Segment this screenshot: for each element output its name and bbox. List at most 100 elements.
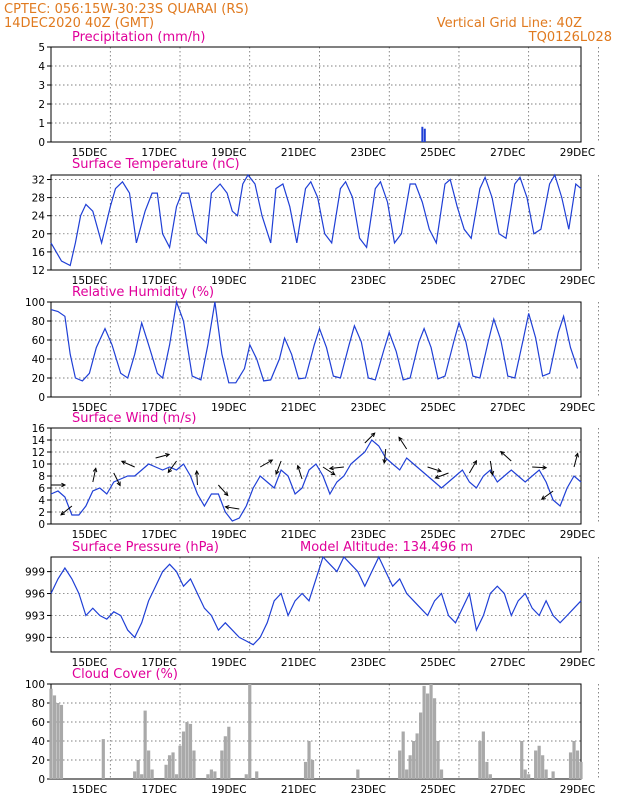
x-tick-label: 15DEC — [72, 784, 107, 796]
x-tick-label: 21DEC — [281, 402, 316, 414]
x-tick-label: 17DEC — [141, 784, 176, 796]
x-tick-label: 19DEC — [211, 275, 246, 287]
cloud-cover-bar — [209, 769, 213, 779]
panel-frame — [50, 301, 582, 398]
wind-arrow-head — [436, 468, 442, 473]
wind-arrow-head — [472, 459, 477, 465]
cloud-cover-bar — [485, 761, 489, 779]
y-tick-label: 10 — [32, 459, 45, 471]
x-tick-label: 17DEC — [141, 275, 176, 287]
wind-arrow-head — [167, 468, 173, 474]
wind-arrow — [225, 506, 240, 510]
cloud-cover-bar — [133, 771, 137, 779]
y-tick-label: 996 — [25, 589, 45, 601]
y-tick-label: 20 — [32, 373, 45, 385]
wind-arrow-head — [194, 469, 200, 475]
wind-arrow — [167, 460, 177, 473]
y-tick-label: 4 — [38, 61, 45, 73]
cloud-cover-bar — [192, 750, 196, 779]
x-tick-label: 15DEC — [72, 147, 107, 159]
x-tick-label: 25DEC — [420, 147, 455, 159]
cloud-cover-bar — [398, 750, 402, 779]
x-tick-label: 17DEC — [141, 529, 176, 541]
cloud-cover-bar — [140, 774, 144, 779]
wind-arrow — [92, 468, 97, 483]
cloud-cover-bar — [425, 693, 430, 779]
cloud-cover-bar — [244, 774, 248, 779]
humidity-title: Relative Humidity (%) — [72, 285, 214, 300]
wind-panel: 15DEC 17DEC 19DEC 21DEC 23DEC 25DEC 27DEC 29DEC… — [32, 423, 599, 541]
cloud-cover-bar — [579, 761, 583, 779]
wind-arrow — [398, 436, 408, 450]
y-tick-label: 5 — [38, 42, 45, 54]
y-tick-label: 100 — [25, 297, 45, 309]
y-tick-label: 0 — [38, 137, 45, 149]
y-tick-label: 2 — [38, 99, 45, 111]
cloud-cover-bar — [206, 774, 210, 779]
cloud-cover-bar — [488, 774, 492, 779]
wind-arrow-head — [434, 474, 440, 479]
panel-frame — [50, 683, 582, 780]
cloud-cover-title: Cloud Cover (%) — [72, 667, 178, 682]
wind-arrow-head — [328, 465, 334, 471]
wind-arrow — [60, 505, 73, 516]
cloud-cover-bar — [408, 755, 412, 779]
y-tick-label: 3 — [38, 80, 45, 92]
x-tick-label: 23DEC — [351, 275, 386, 287]
y-tick-label: 40 — [32, 736, 45, 748]
x-tick-label: 19DEC — [211, 147, 246, 159]
x-tick-label: 25DEC — [420, 784, 455, 796]
y-tick-label: 12 — [32, 447, 45, 459]
precipitation-bar — [421, 126, 424, 142]
cloud-cover-bar — [167, 755, 172, 779]
pressure-panel: 15DEC 17DEC 19DEC 21DEC 23DEC 25DEC 27DEC 29DEC… — [25, 555, 599, 669]
x-tick-label: 19DEC — [211, 529, 246, 541]
cloud-cover-bar — [356, 769, 360, 779]
x-tick-label: 21DEC — [281, 147, 316, 159]
y-tick-label: 4 — [38, 495, 45, 507]
cloud-cover-bar — [185, 722, 189, 779]
y-tick-label: 32 — [32, 175, 45, 187]
header-line1-left: CPTEC: 056:15W-30:23S QUARAI (RS) — [4, 2, 249, 17]
x-tick-label: 19DEC — [211, 657, 246, 669]
wind-arrow-head — [296, 464, 301, 470]
wind-arrow — [259, 459, 273, 468]
wind-arrow-head — [489, 470, 495, 476]
cloud-cover-bar — [49, 688, 53, 779]
cloud-cover-bar — [52, 695, 57, 779]
x-tick-label: 21DEC — [281, 529, 316, 541]
wind-arrow — [435, 472, 449, 479]
cloud-cover-bar — [481, 731, 485, 779]
x-tick-label: 19DEC — [211, 784, 246, 796]
wind-arrow-head — [268, 459, 274, 464]
x-tick-label: 25DEC — [420, 402, 455, 414]
y-tick-label: 80 — [32, 316, 45, 328]
x-tick-label: 17DEC — [141, 402, 176, 414]
x-tick-label: 21DEC — [281, 784, 316, 796]
x-tick-label: 25DEC — [420, 529, 455, 541]
x-tick-label: 29DEC — [560, 784, 595, 796]
wind-arrow — [383, 448, 387, 463]
cloud-cover-bar — [174, 774, 179, 779]
x-tick-label: 27DEC — [490, 147, 525, 159]
wind-arrow-head — [542, 465, 548, 470]
wind-arrows — [51, 432, 579, 516]
cloud-cover-bar — [223, 736, 227, 779]
y-tick-label: 6 — [38, 483, 45, 495]
x-tick-label: 27DEC — [490, 402, 525, 414]
x-tick-label: 15DEC — [72, 275, 107, 287]
cloud-cover-bar — [575, 750, 580, 779]
wind-arrow — [573, 453, 579, 468]
y-tick-label: 28 — [32, 193, 45, 205]
y-tick-label: 12 — [32, 265, 45, 277]
precipitation-bar — [423, 128, 426, 142]
wind-arrow-head — [330, 470, 336, 476]
y-tick-label: 24 — [32, 211, 46, 223]
cloud-cover-bar — [136, 760, 140, 779]
wind-arrow — [121, 460, 135, 468]
wind-arrow — [297, 465, 303, 480]
y-tick-label: 100 — [25, 679, 45, 691]
x-tick-label: 17DEC — [141, 657, 176, 669]
y-tick-label: 8 — [38, 471, 45, 483]
cloud-cover-bar — [303, 761, 308, 779]
